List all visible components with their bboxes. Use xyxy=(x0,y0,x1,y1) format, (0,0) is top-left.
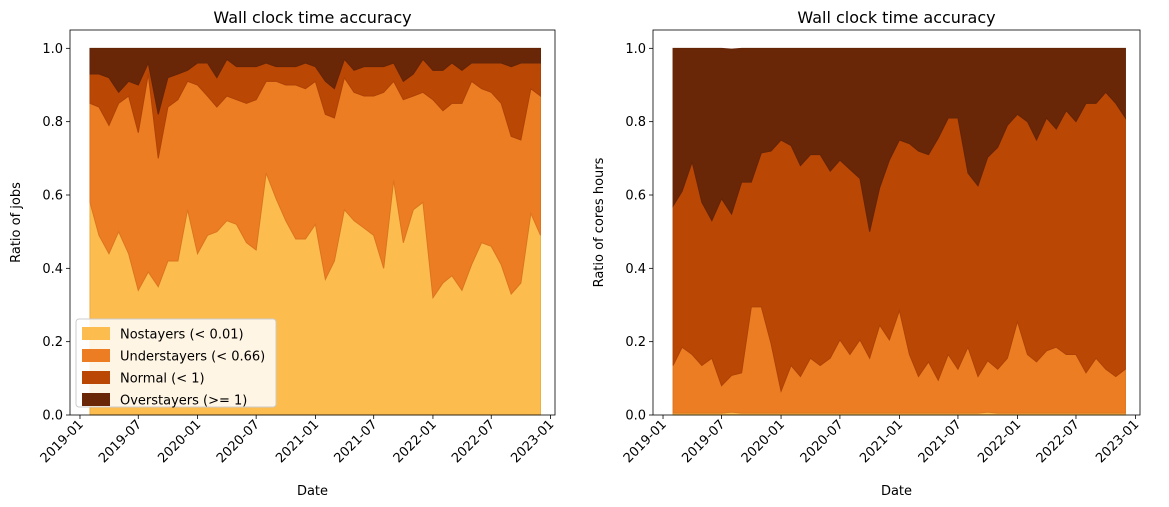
x-tick-label: 2020-01 xyxy=(155,417,204,466)
legend-entry: Overstayers (>= 1) xyxy=(120,394,247,409)
axes-frame xyxy=(652,29,1141,416)
x-tick-label: 2019-07 xyxy=(679,417,728,466)
area-series-4 xyxy=(672,47,1126,232)
x-tick-label: 2019-01 xyxy=(38,417,87,466)
legend-frame xyxy=(75,318,277,408)
y-axis-label: Ratio of cores hours xyxy=(592,157,607,287)
x-tick-label: 2019-01 xyxy=(621,417,670,466)
y-tick-label: 0.0 xyxy=(625,409,646,424)
y-tick-label: 0.0 xyxy=(42,409,63,424)
y-tick-label: 0.6 xyxy=(42,189,63,204)
x-tick-label: 2020-07 xyxy=(214,417,263,466)
y-axis-label: Ratio of jobs xyxy=(9,182,24,263)
x-tick-label: 2022-01 xyxy=(391,417,440,466)
legend: Nostayers (< 0.01) Understayers (< 0.66) N… xyxy=(75,318,277,409)
plot-area xyxy=(672,47,1126,416)
y-tick-label: 0.6 xyxy=(625,189,646,204)
x-tick-label: 2021-07 xyxy=(916,417,965,466)
x-tick-label: 2021-01 xyxy=(857,417,906,466)
legend-swatch xyxy=(82,327,110,340)
y-tick-label: 0.8 xyxy=(42,115,63,130)
y-tick-label: 1.0 xyxy=(625,42,646,57)
x-tick-label: 2022-07 xyxy=(449,417,498,466)
x-tick-label: 2021-01 xyxy=(273,417,322,466)
y-tick-label: 0.4 xyxy=(625,262,646,277)
x-tick-label: 2023-01 xyxy=(508,417,557,466)
legend-swatch xyxy=(82,393,110,406)
chart-title: Wall clock time accuracy xyxy=(213,8,411,27)
y-tick-label: 0.2 xyxy=(42,335,63,350)
y-tick-label: 0.2 xyxy=(625,335,646,350)
legend-swatch xyxy=(82,371,110,384)
legend-entry: Understayers (< 0.66) xyxy=(120,350,265,365)
y-tick-label: 0.4 xyxy=(42,262,63,277)
x-tick-label: 2022-07 xyxy=(1034,417,1083,466)
x-tick-label: 2023-01 xyxy=(1093,417,1142,466)
x-axis-label: Date xyxy=(297,484,328,499)
x-tick-label: 2020-07 xyxy=(798,417,847,466)
legend-swatch xyxy=(82,349,110,362)
y-tick-label: 0.8 xyxy=(625,115,646,130)
x-tick-label: 2020-01 xyxy=(739,417,788,466)
x-tick-label: 2021-07 xyxy=(331,417,380,466)
legend-entry: Nostayers (< 0.01) xyxy=(120,328,244,343)
axes-frame xyxy=(69,29,556,416)
legend-entry: Normal (< 1) xyxy=(120,372,205,387)
y-tick-label: 1.0 xyxy=(42,42,63,57)
x-tick-label: 2022-01 xyxy=(975,417,1024,466)
x-tick-label: 2019-07 xyxy=(96,417,145,466)
area-series-4 xyxy=(89,47,542,115)
x-axis-label: Date xyxy=(881,484,912,499)
chart-title: Wall clock time accuracy xyxy=(797,8,995,27)
